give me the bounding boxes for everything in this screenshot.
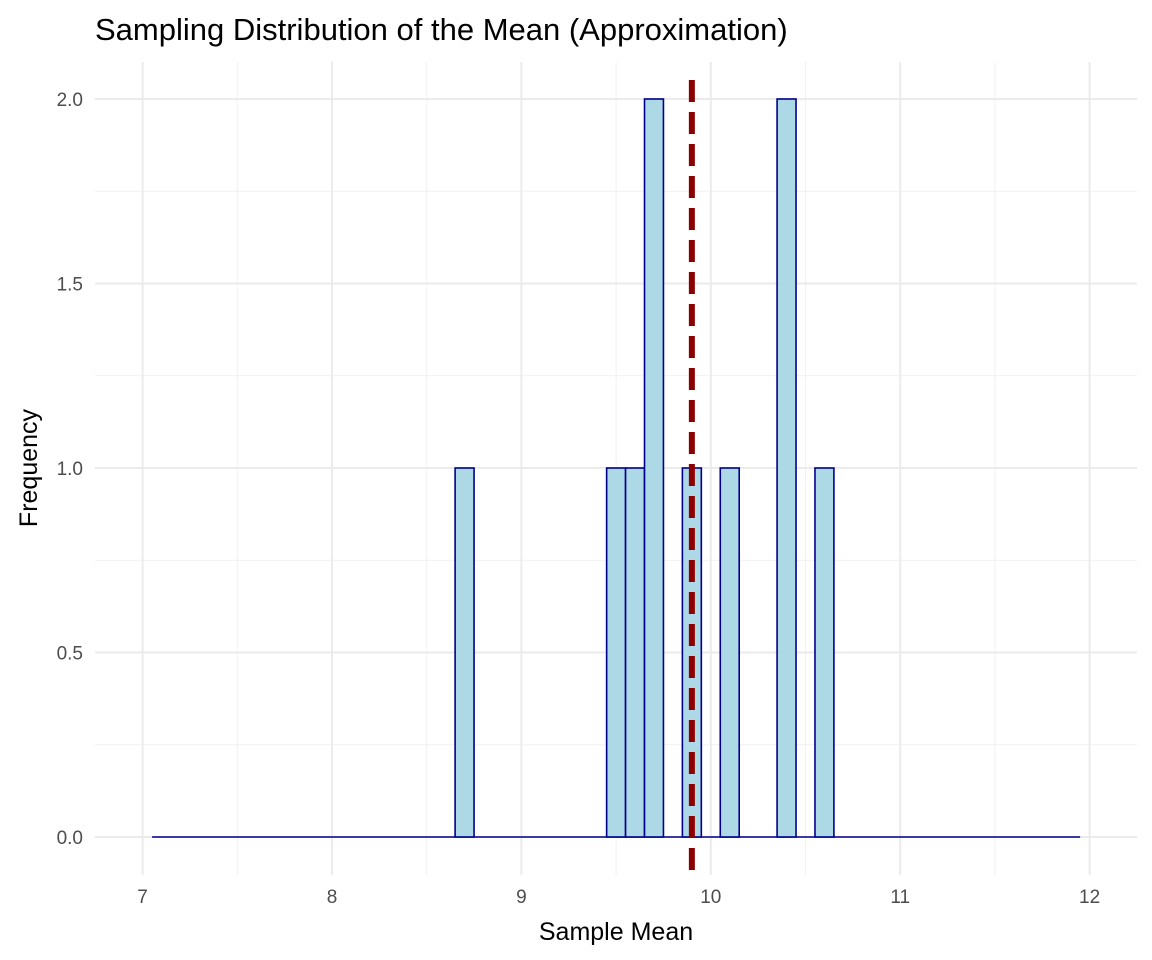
histogram-bar [624, 467, 646, 838]
x-tick-label: 12 [1079, 887, 1100, 908]
histogram-bar [719, 467, 741, 838]
histogram-bar [776, 98, 797, 838]
histogram-bar [814, 467, 835, 838]
y-axis-ticks: 0.0 0.5 1.0 1.5 2.0 [57, 90, 83, 849]
y-tick-label: 0.5 [57, 644, 83, 665]
x-axis-ticks: 7 8 9 10 11 12 [137, 887, 1100, 908]
chart-title: Sampling Distribution of the Mean (Appro… [95, 12, 788, 47]
x-axis-title: Sample Mean [539, 918, 693, 946]
y-tick-label: 1.5 [57, 275, 83, 296]
histogram-bar [643, 98, 665, 838]
y-tick-label: 1.0 [57, 459, 83, 480]
y-axis-title: Frequency [15, 408, 43, 527]
histogram-bar [605, 467, 627, 838]
x-tick-label: 10 [700, 887, 721, 908]
histogram-bar [454, 467, 475, 838]
histogram-bar [681, 467, 703, 838]
x-tick-label: 11 [890, 887, 910, 908]
y-tick-label: 2.0 [57, 90, 83, 111]
histogram-bars [152, 98, 1081, 838]
y-tick-label: 0.0 [57, 828, 83, 849]
x-tick-label: 9 [516, 887, 527, 908]
x-tick-label: 7 [137, 887, 148, 908]
x-tick-label: 8 [327, 887, 338, 908]
